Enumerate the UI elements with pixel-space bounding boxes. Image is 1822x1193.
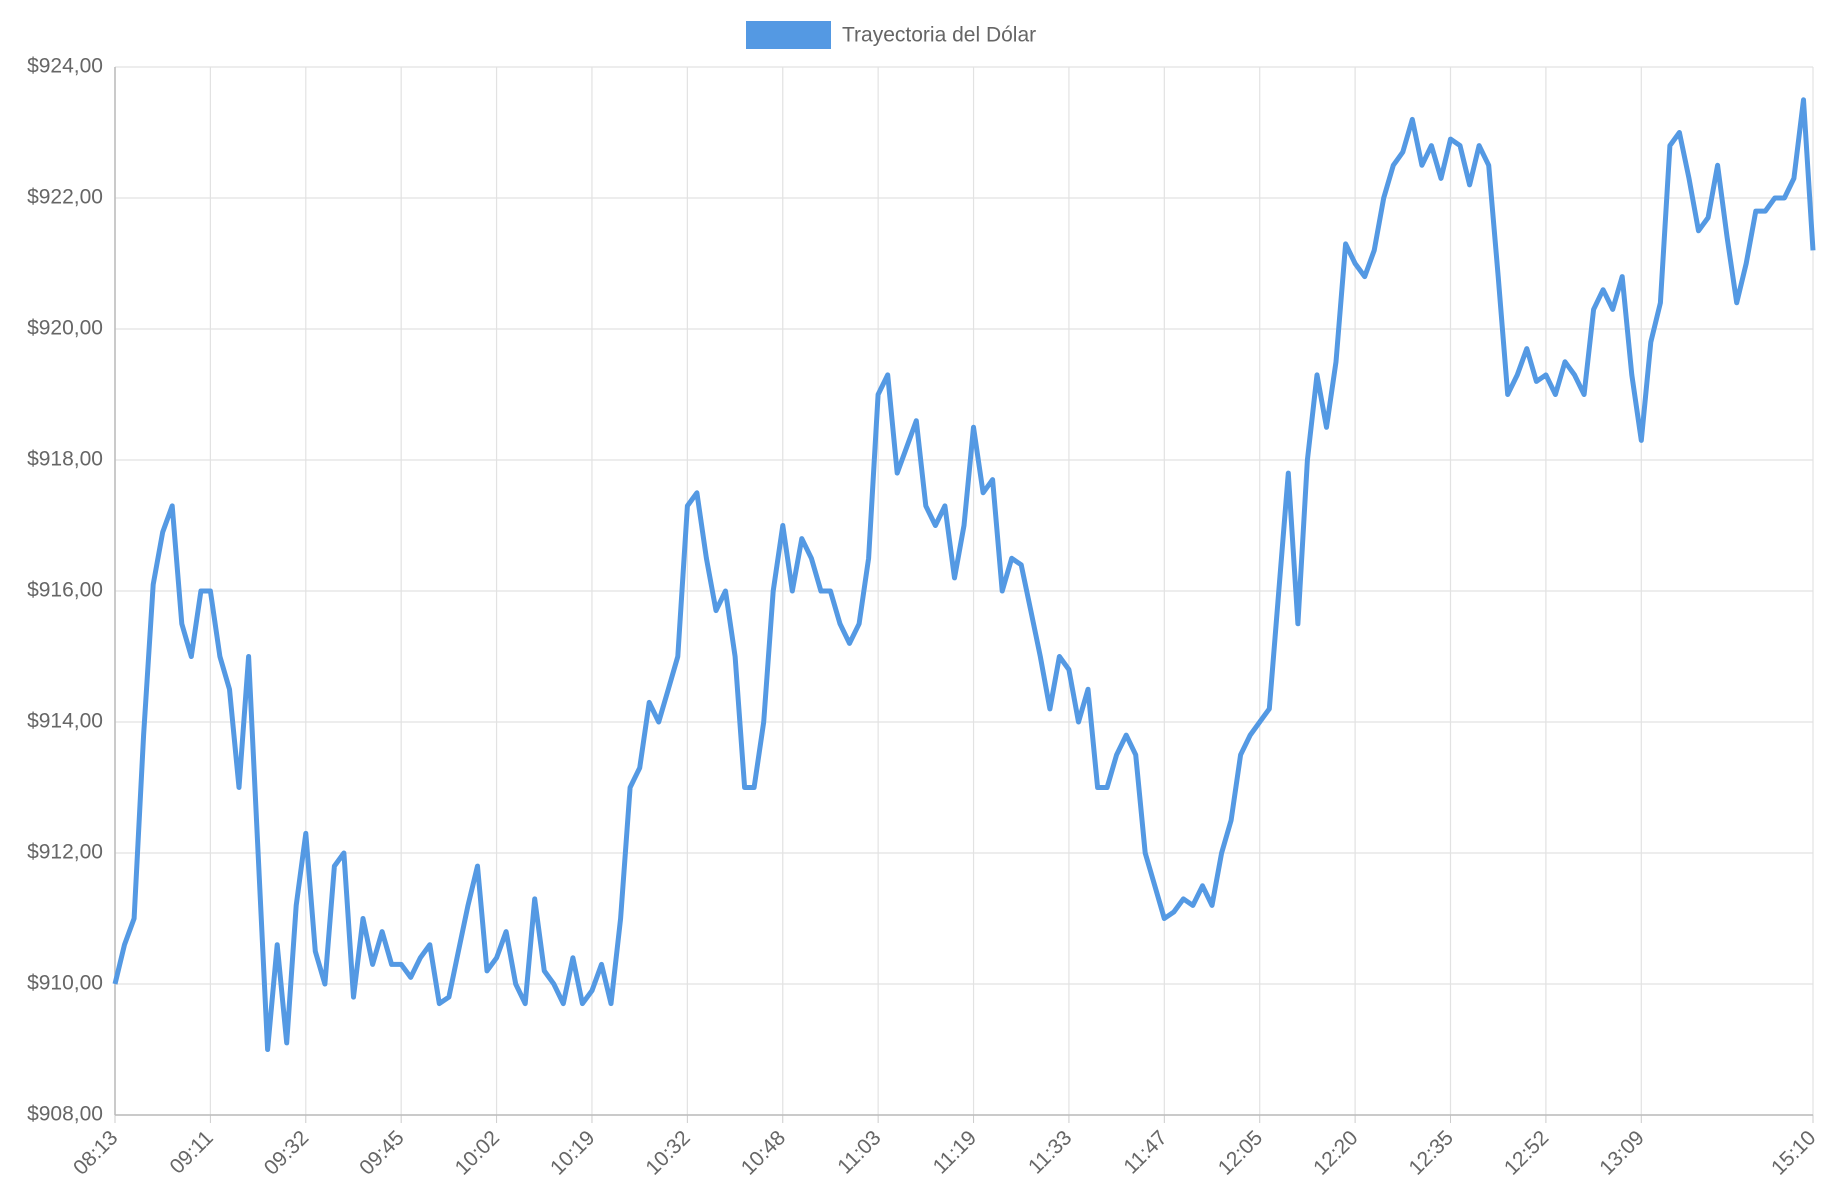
x-tick-label: 10:02 [451,1126,504,1179]
legend-swatch [746,21,831,49]
x-tick-label: 13:09 [1595,1126,1648,1179]
x-tick-label: 10:19 [546,1126,599,1179]
y-tick-label: $908,00 [27,1103,103,1126]
y-tick-label: $922,00 [27,186,103,209]
x-tick-label: 12:52 [1500,1126,1553,1179]
x-tick-label: 10:32 [641,1126,694,1179]
y-tick-label: $914,00 [27,710,103,733]
y-tick-label: $912,00 [27,841,103,864]
x-tick-label: 12:35 [1405,1126,1458,1179]
line [112,97,1816,1052]
x-tick-label: 11:19 [929,1126,981,1178]
y-tick-label: $920,00 [27,317,103,340]
legend-label: Trayectoria del Dólar [842,24,1036,47]
x-tick-label: 12:20 [1309,1126,1362,1179]
x-tick-label: 09:32 [260,1126,313,1179]
y-tick-label: $918,00 [27,448,103,471]
y-tick-label: $924,00 [27,55,103,78]
x-tick-label: 08:13 [69,1126,122,1179]
x-tick-label: 11:03 [833,1126,885,1178]
x-tick-label: 15:10 [1767,1126,1820,1179]
y-tick-label: $910,00 [27,972,103,995]
x-tick-label: 11:47 [1119,1126,1171,1178]
x-tick-label: 09:45 [355,1126,408,1179]
y-tick-label: $916,00 [27,579,103,602]
x-tick-label: 12:05 [1214,1126,1267,1179]
x-tick-label: 10:48 [737,1126,790,1179]
x-tick-label: 09:11 [166,1126,218,1178]
x-tick-label: 11:33 [1024,1126,1076,1178]
